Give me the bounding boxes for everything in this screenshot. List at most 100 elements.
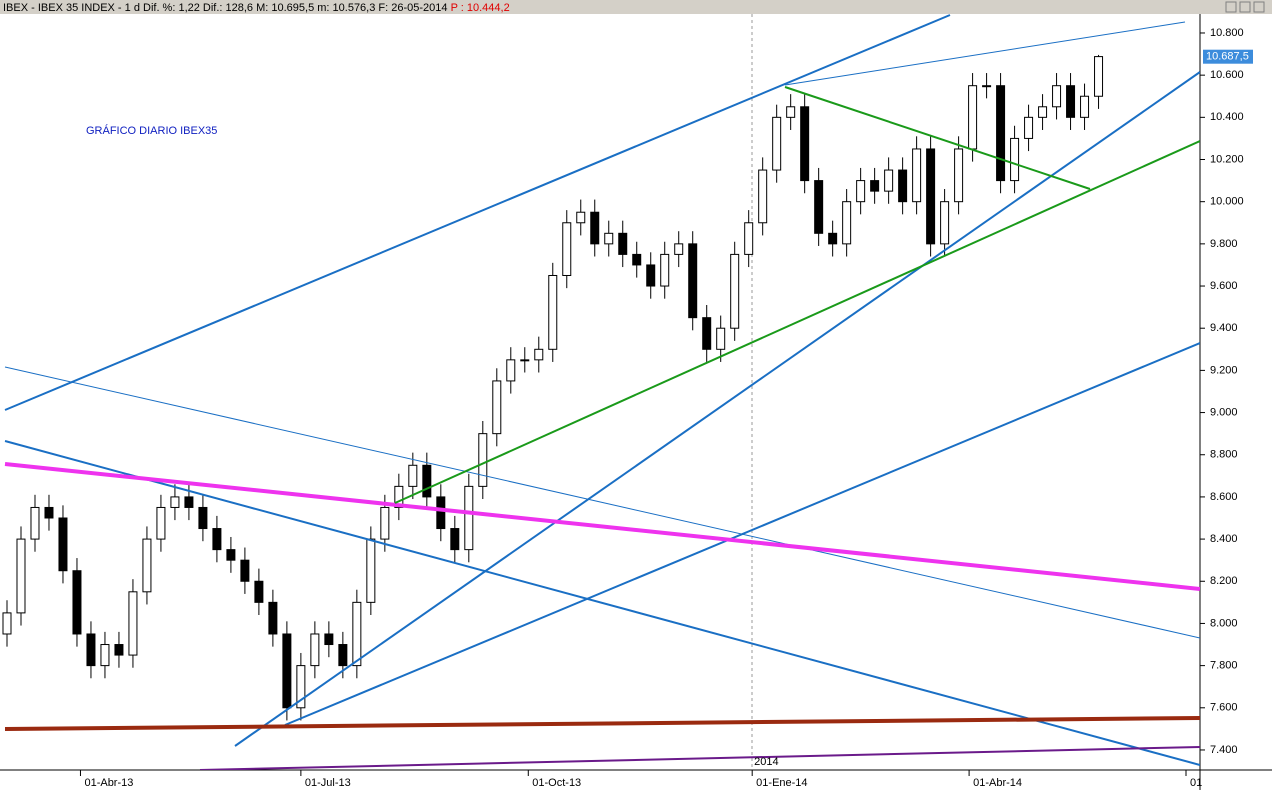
x-tick-label: 01-Abr-14 <box>973 777 1022 789</box>
candle-body <box>170 496 180 508</box>
candle-body <box>366 538 376 603</box>
candle-body <box>856 180 866 203</box>
header-title: IBEX - IBEX 35 INDEX - 1 d Dif. %: 1,22 … <box>3 2 510 14</box>
last-price-label: 10.687,5 <box>1206 51 1249 63</box>
candle-body <box>100 644 110 667</box>
candle-body <box>338 644 348 667</box>
y-tick-label: 10.600 <box>1210 69 1244 81</box>
y-tick-label: 8.600 <box>1210 491 1238 503</box>
year-label: 2014 <box>754 756 778 768</box>
y-tick-label: 10.400 <box>1210 111 1244 123</box>
candle-body <box>940 201 950 245</box>
candle-body <box>912 148 922 203</box>
candle-body <box>184 496 194 508</box>
trend-line <box>4 14 951 411</box>
y-tick-label: 8.400 <box>1210 533 1238 545</box>
header-bar <box>0 0 1272 14</box>
trend-line <box>784 21 1186 86</box>
candle-body <box>674 243 684 255</box>
header-price: P : 10.444,2 <box>451 2 510 14</box>
y-tick-label: 10.000 <box>1210 196 1244 208</box>
candle-body <box>660 253 670 287</box>
candle-body <box>1052 85 1062 108</box>
candle-body <box>618 232 628 255</box>
candle-body <box>786 106 796 118</box>
candle-body <box>576 211 586 224</box>
candle-body <box>744 222 754 255</box>
candle-body <box>702 317 712 350</box>
candle-body <box>548 274 558 350</box>
header-text: IBEX - IBEX 35 INDEX - 1 d Dif. %: 1,22 … <box>3 2 448 14</box>
candle-body <box>716 327 726 350</box>
candle-body <box>86 633 96 667</box>
candle-body <box>800 106 810 182</box>
candle-body <box>464 485 474 551</box>
candle-body <box>44 506 54 519</box>
y-tick-label: 7.400 <box>1210 744 1238 756</box>
candle-body <box>898 169 908 203</box>
candle-body <box>492 380 502 435</box>
y-tick-label: 9.400 <box>1210 322 1238 334</box>
y-tick-label: 10.800 <box>1210 27 1244 39</box>
y-tick-label: 10.200 <box>1210 153 1244 165</box>
candle-body <box>968 85 978 150</box>
y-tick-label: 9.800 <box>1210 238 1238 250</box>
y-tick-label: 9.600 <box>1210 280 1238 292</box>
candle-body <box>730 253 740 329</box>
candle-body <box>282 633 292 709</box>
y-tick-label: 8.000 <box>1210 617 1238 629</box>
candle-body <box>324 633 334 646</box>
candle-body <box>2 612 12 635</box>
candle-body <box>1094 56 1104 97</box>
candle-body <box>394 485 404 508</box>
candle-body <box>884 169 894 192</box>
candle-body <box>478 433 488 487</box>
trend-line <box>394 140 1200 504</box>
trend-line <box>284 342 1200 726</box>
candle-body <box>254 580 264 603</box>
y-tick-label: 7.800 <box>1210 660 1238 672</box>
close-button[interactable] <box>1253 1 1265 13</box>
x-tick-label: 01 <box>1190 777 1202 789</box>
candle-body <box>842 201 852 245</box>
trend-line <box>199 746 1200 770</box>
candle-body <box>926 148 936 245</box>
candle-body <box>604 232 614 245</box>
candle-body <box>72 570 82 635</box>
maximize-button[interactable] <box>1239 1 1251 13</box>
trend-lines <box>4 14 1200 770</box>
candle-body <box>996 85 1006 182</box>
candle-body <box>58 517 68 572</box>
minimize-button[interactable] <box>1225 1 1237 13</box>
candle-body <box>114 644 124 656</box>
candle-body <box>758 169 768 224</box>
candle-body <box>1080 95 1090 118</box>
candle-body <box>632 253 642 266</box>
candle-body <box>1066 85 1076 118</box>
y-tick-label: 9.200 <box>1210 364 1238 376</box>
candle-body <box>422 464 432 498</box>
candle-body <box>226 549 236 561</box>
candle-body <box>30 506 40 540</box>
trend-line <box>4 716 1200 731</box>
trend-line <box>4 462 1200 591</box>
candle-body <box>296 665 306 709</box>
candle-body <box>16 538 26 614</box>
candle-body <box>436 496 446 530</box>
x-tick-label: 01-Jul-13 <box>305 777 351 789</box>
candle-body <box>352 601 362 667</box>
candle-body <box>1038 106 1048 118</box>
candle-body <box>240 559 250 582</box>
y-tick-label: 9.000 <box>1210 406 1238 418</box>
candle-body <box>954 148 964 203</box>
candle-body <box>450 528 460 551</box>
trend-line <box>234 71 1200 747</box>
candle-body <box>1010 137 1020 182</box>
window-buttons[interactable] <box>1225 1 1265 13</box>
y-tick-label: 8.200 <box>1210 575 1238 587</box>
candle-body <box>212 528 222 551</box>
candle-body <box>688 243 698 319</box>
y-tick-label: 8.800 <box>1210 449 1238 461</box>
